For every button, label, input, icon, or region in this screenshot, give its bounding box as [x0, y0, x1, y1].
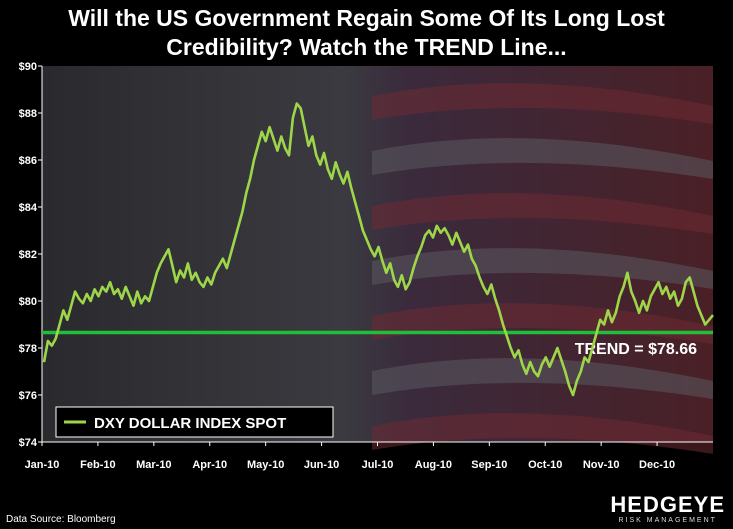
flag-stripe	[372, 413, 713, 454]
legend-box	[55, 406, 334, 438]
flag-stripe	[372, 248, 713, 289]
x-tick-label: Nov-10	[583, 459, 620, 471]
x-tick-label: Apr-10	[192, 459, 227, 471]
logo-main: HEDGEYE	[610, 492, 725, 517]
y-tick-label: $80	[19, 296, 37, 308]
logo-sub: RISK MANAGEMENT	[618, 517, 717, 524]
y-tick-label: $84	[19, 202, 38, 214]
x-tick-label: Jul-10	[362, 459, 394, 471]
title-line-1: Will the US Government Regain Some Of It…	[68, 5, 665, 31]
x-tick-label: May-10	[247, 459, 284, 471]
x-tick-label: Aug-10	[415, 459, 452, 471]
trend-group: TREND = $78.66	[42, 330, 713, 358]
axes	[38, 65, 713, 446]
x-tick-label: Feb-10	[80, 459, 115, 471]
legend-label: DXY DOLLAR INDEX SPOT	[94, 415, 286, 432]
flag-stripe	[372, 303, 713, 344]
flag-stripe	[372, 193, 713, 234]
y-tick-label: $82	[19, 249, 37, 261]
y-tick-label: $88	[19, 108, 37, 120]
plot-background	[42, 66, 713, 454]
hedgeye-logo: HEDGEYE RISK MANAGEMENT	[610, 494, 725, 525]
y-axis-labels: $74 $76 $78 $80 $82 $84 $86 $88 $90	[19, 61, 38, 449]
series-line-dxy	[42, 102, 715, 397]
x-axis-labels: Jan-10 Feb-10 Mar-10 Apr-10 May-10 Jun-10 Jul-…	[25, 459, 676, 471]
y-tick-label: $74	[19, 437, 38, 449]
flag-stripe	[372, 138, 713, 179]
title-line-2: Credibility? Watch the TREND Line...	[166, 34, 567, 60]
series-group	[42, 102, 715, 397]
y-tick-label: $90	[19, 61, 37, 73]
x-tick-label: Mar-10	[136, 459, 171, 471]
x-tick-label: Jan-10	[25, 459, 60, 471]
trend-label: TREND = $78.66	[575, 341, 697, 358]
legend: DXY DOLLAR INDEX SPOT	[55, 406, 334, 438]
y-tick-label: $86	[19, 155, 37, 167]
data-source: Data Source: Bloomberg	[6, 514, 116, 525]
y-tick-label: $76	[19, 390, 37, 402]
y-tick-label: $78	[19, 343, 37, 355]
chart-title: Will the US Government Regain Some Of It…	[0, 4, 733, 62]
x-tick-label: Jun-10	[304, 459, 339, 471]
x-tick-label: Dec-10	[639, 459, 675, 471]
x-tick-label: Sep-10	[471, 459, 507, 471]
flag-stripe	[372, 358, 713, 399]
x-tick-label: Oct-10	[528, 459, 562, 471]
flag-stripe	[372, 83, 713, 124]
